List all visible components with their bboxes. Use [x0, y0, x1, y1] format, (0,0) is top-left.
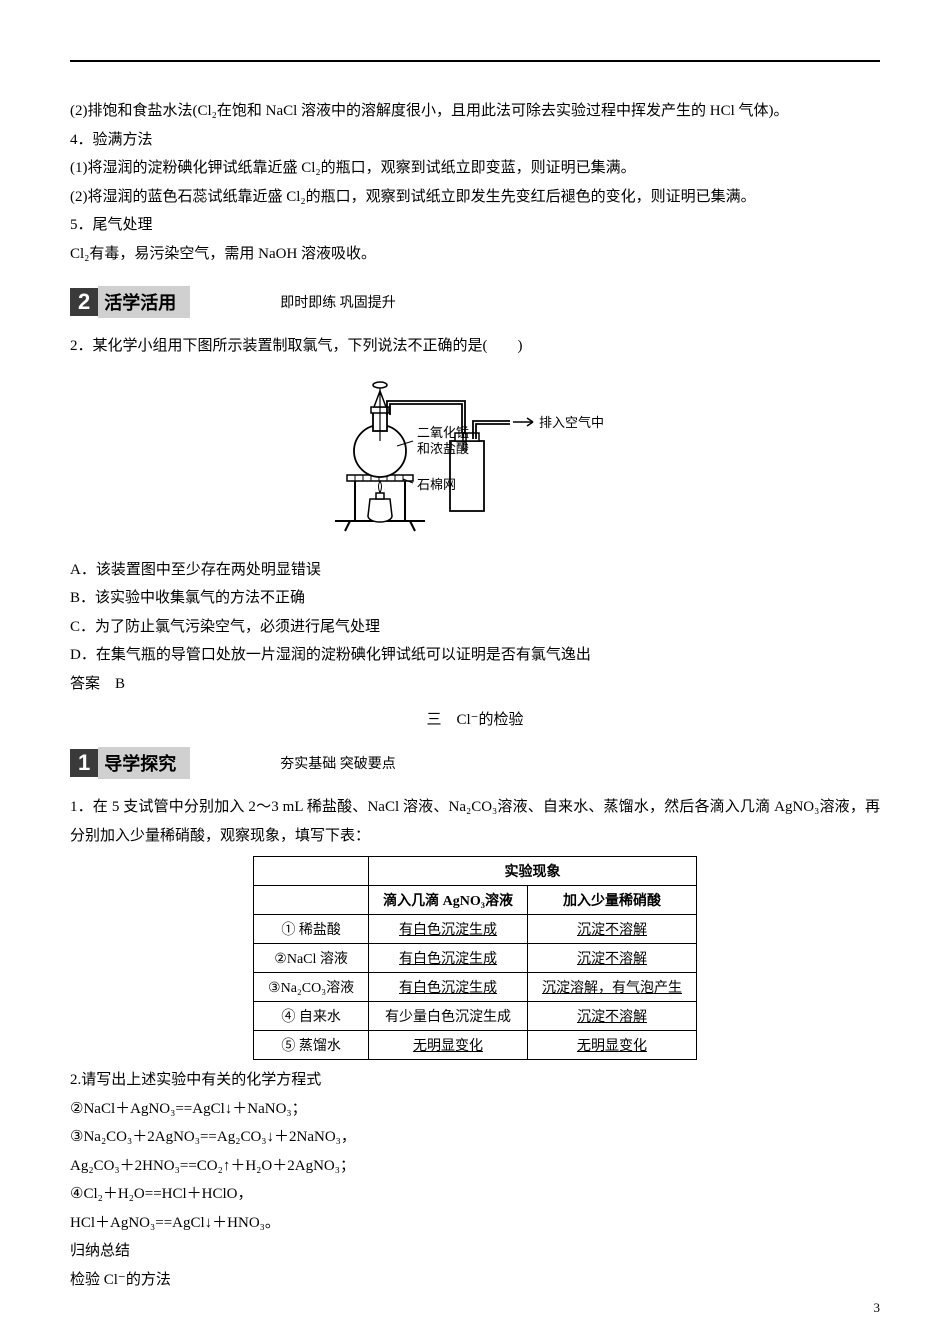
diagram-label-4: 排入空气中 [539, 415, 604, 430]
row3-c2: 沉淀溶解，有气泡产生 [527, 973, 696, 1002]
q2-optC: C．为了防止氯气污染空气，必须进行尾气处理 [70, 613, 880, 642]
page-number: 3 [874, 1300, 881, 1316]
table-row: ④ 自来水 有少量白色沉淀生成 沉淀不溶解 [254, 1002, 697, 1031]
table-row: ②NaCl 溶液 有白色沉淀生成 沉淀不溶解 [254, 944, 697, 973]
apparatus-diagram: 二氧化锰 和浓盐酸 石棉网 排入空气中 [70, 371, 880, 546]
row3-c1: 有白色沉淀生成 [369, 973, 528, 1002]
center-title: 三 Cl⁻的检验 [70, 708, 880, 729]
row1-label: ① 稀盐酸 [254, 915, 369, 944]
q2-optA: A．该装置图中至少存在两处明显错误 [70, 556, 880, 585]
para-2: (2)排饱和食盐水法(Cl₂在饱和 NaCl 溶液中的溶解度很小，且用此法可除去… [70, 97, 880, 126]
section-2-banner: 2 活学活用 即时即练 巩固提升 [70, 286, 880, 318]
diagram-label-3: 石棉网 [417, 477, 456, 492]
row2-c2: 沉淀不溶解 [527, 944, 696, 973]
para-4h: 4．验满方法 [70, 126, 880, 155]
section-1-title: 导学探究 [98, 747, 190, 779]
table-corner [254, 857, 369, 886]
row1-c1: 有白色沉淀生成 [369, 915, 528, 944]
table-col2: 加入少量稀硝酸 [527, 886, 696, 915]
eq-s1: 归纳总结 [70, 1237, 880, 1266]
row5-c1: 无明显变化 [369, 1031, 528, 1060]
q2-optB: B．该实验中收集氯气的方法不正确 [70, 584, 880, 613]
row5-c2: 无明显变化 [527, 1031, 696, 1060]
section-1-num: 1 [70, 749, 98, 777]
eq-s2: 检验 Cl⁻的方法 [70, 1266, 880, 1295]
eq-l1: ②NaCl＋AgNO₃==AgCl↓＋NaNO₃； [70, 1095, 880, 1124]
section-2-num: 2 [70, 288, 98, 316]
row3-label: ③Na₂CO₃溶液 [254, 973, 369, 1002]
para-41: (1)将湿润的淀粉碘化钾试纸靠近盛 Cl₂的瓶口，观察到试纸立即变蓝，则证明已集… [70, 154, 880, 183]
table-head-merged: 实验现象 [369, 857, 697, 886]
experiment-table: 实验现象 滴入几滴 AgNO₃溶液 加入少量稀硝酸 ① 稀盐酸 有白色沉淀生成 … [253, 856, 697, 1060]
section-1-banner: 1 导学探究 夯实基础 突破要点 [70, 747, 880, 779]
diagram-label-2: 和浓盐酸 [417, 441, 469, 456]
row2-label: ②NaCl 溶液 [254, 944, 369, 973]
table-col1: 滴入几滴 AgNO₃溶液 [369, 886, 528, 915]
para-42: (2)将湿润的蓝色石蕊试纸靠近盛 Cl₂的瓶口，观察到试纸立即发生先变红后褪色的… [70, 183, 880, 212]
eq-l4: ④Cl₂＋H₂O==HCl＋HClO， [70, 1180, 880, 1209]
row4-c1: 有少量白色沉淀生成 [369, 1002, 528, 1031]
q2-stem: 2．某化学小组用下图所示装置制取氯气，下列说法不正确的是( ) [70, 332, 880, 361]
section-2-title: 活学活用 [98, 286, 190, 318]
eq-l3: Ag₂CO₃＋2HNO₃==CO₂↑＋H₂O＋2AgNO₃； [70, 1152, 880, 1181]
row5-label: ⑤ 蒸馏水 [254, 1031, 369, 1060]
exp-intro: 1．在 5 支试管中分别加入 2～3 mL 稀盐酸、NaCl 溶液、Na₂CO₃… [70, 793, 880, 850]
row4-c2: 沉淀不溶解 [527, 1002, 696, 1031]
q2-answer: 答案 B [70, 670, 880, 699]
table-row: ① 稀盐酸 有白色沉淀生成 沉淀不溶解 [254, 915, 697, 944]
section-1-sub: 夯实基础 突破要点 [280, 753, 396, 773]
table-row: ⑤ 蒸馏水 无明显变化 无明显变化 [254, 1031, 697, 1060]
diagram-label-1: 二氧化锰 [417, 425, 469, 440]
top-rule [70, 60, 880, 62]
table-row: ③Na₂CO₃溶液 有白色沉淀生成 沉淀溶解，有气泡产生 [254, 973, 697, 1002]
eq-l5: HCl＋AgNO₃==AgCl↓＋HNO₃。 [70, 1209, 880, 1238]
eq-l2: ③Na₂CO₃＋2AgNO₃==Ag₂CO₃↓＋2NaNO₃， [70, 1123, 880, 1152]
row4-label: ④ 自来水 [254, 1002, 369, 1031]
para-51: Cl₂有毒，易污染空气，需用 NaOH 溶液吸收。 [70, 240, 880, 269]
section-2-sub: 即时即练 巩固提升 [280, 292, 396, 312]
row1-c2: 沉淀不溶解 [527, 915, 696, 944]
eq-intro: 2.请写出上述实验中有关的化学方程式 [70, 1066, 880, 1095]
row2-c1: 有白色沉淀生成 [369, 944, 528, 973]
q2-optD: D．在集气瓶的导管口处放一片湿润的淀粉碘化钾试纸可以证明是否有氯气逸出 [70, 641, 880, 670]
table-blank [254, 886, 369, 915]
para-5h: 5．尾气处理 [70, 211, 880, 240]
